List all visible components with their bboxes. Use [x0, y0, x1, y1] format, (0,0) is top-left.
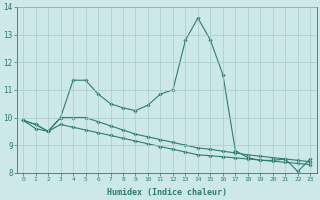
X-axis label: Humidex (Indice chaleur): Humidex (Indice chaleur): [107, 188, 227, 197]
